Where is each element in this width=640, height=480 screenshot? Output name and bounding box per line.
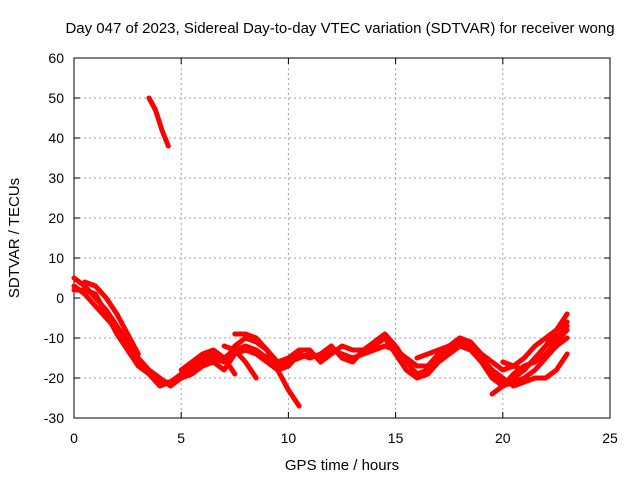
- x-tick-label: 0: [70, 430, 78, 446]
- y-tick-label: 50: [48, 90, 64, 106]
- y-tick-label: 10: [48, 250, 64, 266]
- y-tick-label: 20: [48, 210, 64, 226]
- x-tick-label: 10: [281, 430, 297, 446]
- x-tick-label: 25: [602, 430, 618, 446]
- y-tick-label: -10: [44, 330, 64, 346]
- y-tick-label: 0: [56, 290, 64, 306]
- series-track-11: [146, 95, 171, 149]
- x-tick-label: 15: [388, 430, 404, 446]
- series-track-10: [500, 311, 570, 373]
- y-tick-label: 30: [48, 170, 64, 186]
- series-layer: [71, 95, 570, 409]
- series-track-3: [71, 287, 570, 389]
- y-tick-label: -30: [44, 410, 64, 426]
- plot-frame: [73, 57, 611, 419]
- series-track-5: [178, 347, 238, 377]
- x-axis-label: GPS time / hours: [285, 457, 399, 474]
- y-axis-label: SDTVAR / TECUs: [6, 178, 23, 298]
- x-tick-label: 20: [495, 430, 511, 446]
- x-tick-label: 5: [177, 430, 185, 446]
- series-track-6: [232, 331, 302, 409]
- series-track-8: [414, 335, 570, 389]
- axis-ticks: 0 5 10 15 20 25 -30 -20 -10 0 10 20 30 40 50 60: [44, 50, 618, 446]
- y-tick-label: 40: [48, 130, 64, 146]
- chart-title: Day 047 of 2023, Sidereal Day-to-day VTE…: [65, 20, 614, 37]
- y-tick-label: 60: [48, 50, 64, 66]
- series-track-7: [221, 343, 259, 381]
- series-track-4: [82, 279, 141, 357]
- y-tick-label: -20: [44, 370, 64, 386]
